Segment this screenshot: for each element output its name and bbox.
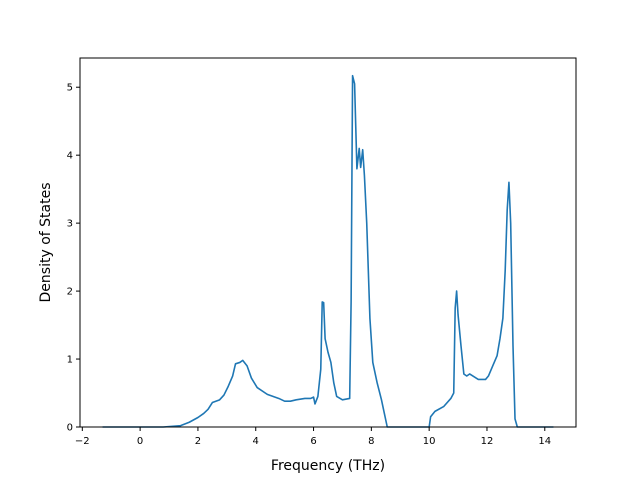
plot-layer bbox=[102, 74, 554, 428]
y-tick-label: 4 bbox=[67, 151, 73, 162]
y-tick-label: 2 bbox=[67, 287, 73, 298]
y-tick-label: 3 bbox=[67, 219, 73, 230]
x-tick-label: 10 bbox=[423, 436, 436, 447]
dos-series-line-0 bbox=[102, 74, 554, 428]
x-tick-label: 4 bbox=[253, 436, 259, 447]
x-tick-label: −2 bbox=[75, 436, 90, 447]
x-tick-label: 8 bbox=[368, 436, 374, 447]
y-tick-label: 1 bbox=[67, 355, 73, 366]
x-axis-label: Frequency (THz) bbox=[271, 458, 385, 474]
x-tick-label: 2 bbox=[195, 436, 201, 447]
x-tick-label: 14 bbox=[538, 436, 551, 447]
y-tick-label: 0 bbox=[67, 423, 73, 434]
y-axis-label: Density of States bbox=[38, 183, 54, 303]
y-tick-label: 5 bbox=[67, 83, 73, 94]
x-tick-label: 6 bbox=[310, 436, 316, 447]
axes-frame bbox=[79, 57, 577, 428]
x-tick-label: 0 bbox=[137, 436, 143, 447]
x-tick-label: 12 bbox=[481, 436, 494, 447]
